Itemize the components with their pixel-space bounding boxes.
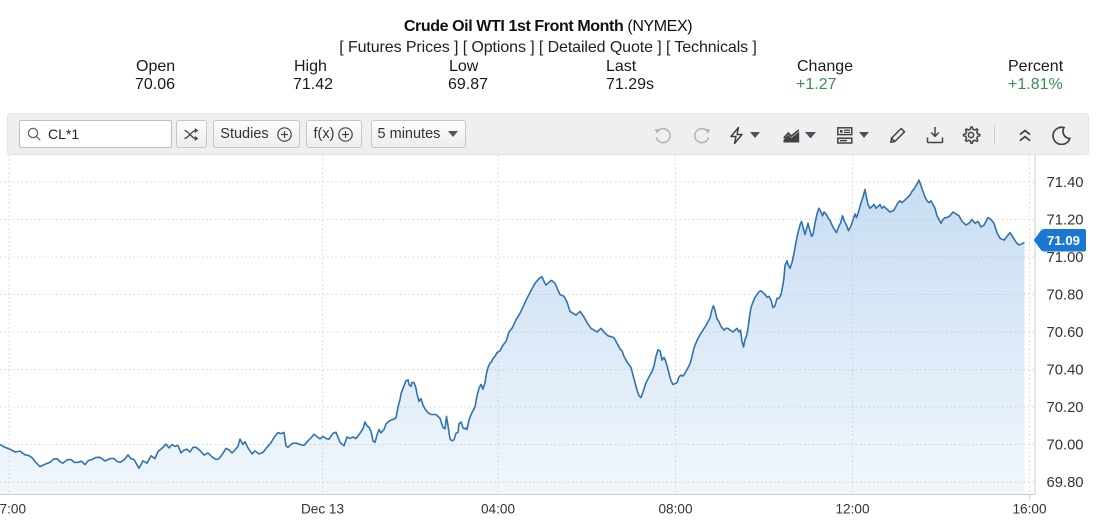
svg-text:16:00: 16:00	[1012, 502, 1046, 517]
svg-text:17:00: 17:00	[0, 502, 26, 517]
svg-text:12:00: 12:00	[835, 502, 869, 517]
svg-text:04:00: 04:00	[481, 502, 515, 517]
svg-text:70.60: 70.60	[1047, 325, 1084, 341]
svg-text:69.80: 69.80	[1047, 475, 1084, 491]
svg-text:70.40: 70.40	[1047, 363, 1084, 379]
svg-text:70.20: 70.20	[1047, 400, 1084, 416]
svg-text:71.20: 71.20	[1047, 213, 1084, 229]
svg-text:70.00: 70.00	[1047, 438, 1084, 454]
svg-text:71.00: 71.00	[1047, 250, 1084, 266]
svg-text:71.09: 71.09	[1047, 233, 1080, 248]
svg-text:Dec 13: Dec 13	[301, 502, 344, 517]
svg-text:08:00: 08:00	[658, 502, 692, 517]
svg-text:71.40: 71.40	[1047, 175, 1084, 191]
svg-text:70.80: 70.80	[1047, 288, 1084, 304]
